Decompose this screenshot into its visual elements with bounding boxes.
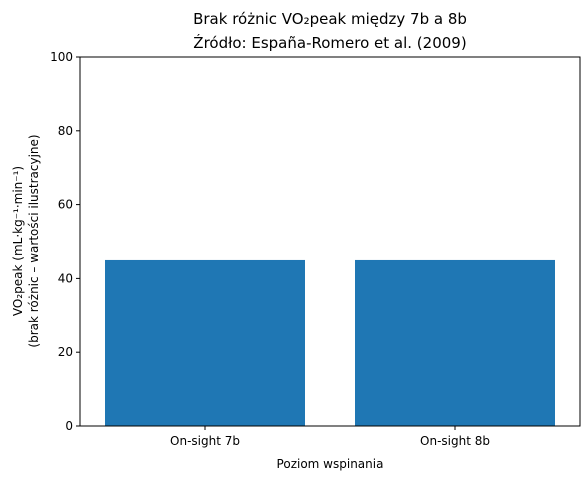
bars-group [105,259,555,426]
x-axis: On-sight 7b On-sight 8b [170,426,490,448]
y-axis: 0 20 40 60 80 100 [50,50,80,433]
y-tick-label: 80 [58,124,73,138]
chart-title: Brak różnic VO₂peak między 7b a 8b [193,10,467,28]
x-tick-label: On-sight 7b [170,434,240,448]
y-tick-label: 0 [65,419,73,433]
plot-frame [79,56,581,427]
y-tick-label: 20 [58,345,73,359]
chart-subtitle: Źródło: España-Romero et al. (2009) [193,33,466,52]
y-tick-label: 100 [50,50,73,64]
y-tick-label: 40 [58,271,73,285]
y-tick-label: 60 [58,198,73,212]
y-axis-sublabel: (brak różnic – wartości ilustracyjne) [27,134,41,347]
bar-2 [355,259,555,426]
y-axis-label: VO₂peak (mL·kg⁻¹·min⁻¹) [11,166,25,316]
bar-1 [105,259,305,426]
x-tick-label: On-sight 8b [420,434,490,448]
x-axis-label: Poziom wspinania [277,457,384,471]
